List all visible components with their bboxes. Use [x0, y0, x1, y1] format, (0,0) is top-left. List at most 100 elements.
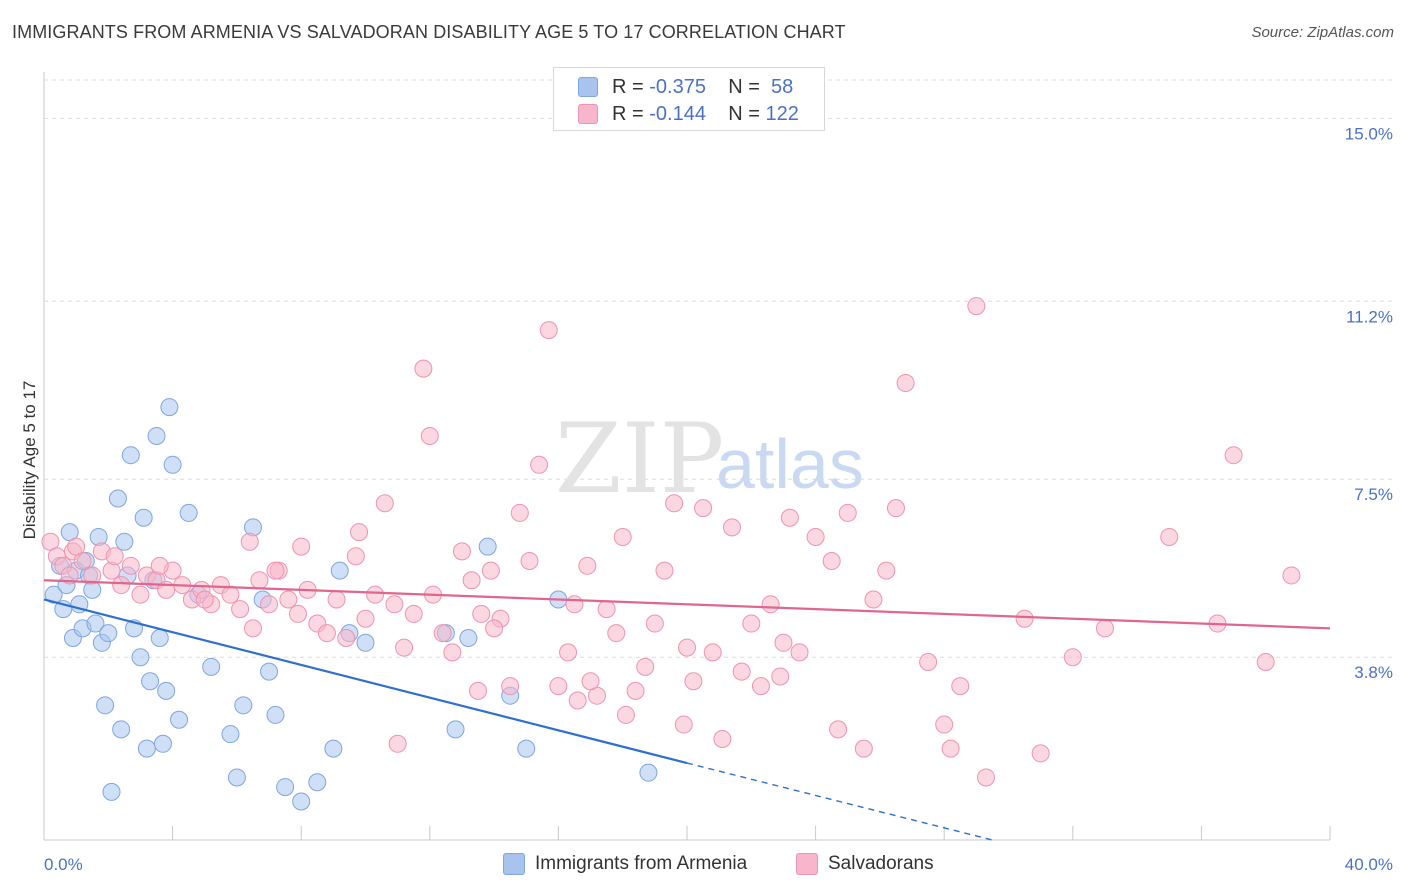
- point-salvadoran: [366, 585, 385, 604]
- legend-item-salvadoran: Salvadorans: [796, 852, 934, 876]
- point-salvadoran: [613, 527, 632, 546]
- point-armenia: [112, 720, 131, 739]
- point-salvadoran: [732, 662, 751, 681]
- chart-source: Source: ZipAtlas.com: [1251, 24, 1394, 41]
- point-salvadoran: [976, 768, 995, 787]
- point-salvadoran: [694, 499, 713, 518]
- x-tick-label-max: 40.0%: [1345, 855, 1393, 874]
- legend-swatch-armenia: [578, 77, 598, 97]
- point-armenia: [160, 398, 179, 417]
- legend-n-value: 122: [765, 102, 799, 125]
- y-tick-label: 15.0%: [1345, 124, 1393, 143]
- chart-title: IMMIGRANTS FROM ARMENIA VS SALVADORAN DI…: [12, 22, 846, 42]
- point-armenia: [324, 739, 343, 758]
- point-salvadoran: [886, 499, 905, 518]
- watermark-atlas: atlas: [716, 425, 864, 503]
- point-salvadoran: [317, 624, 336, 643]
- trendline-armenia-extension: [686, 762, 993, 841]
- point-salvadoran: [221, 585, 240, 604]
- legend-r-value: -0.144: [649, 102, 706, 125]
- point-salvadoran: [231, 600, 250, 619]
- point-salvadoran: [356, 609, 375, 628]
- point-armenia: [137, 739, 156, 758]
- point-salvadoran: [1063, 648, 1082, 667]
- point-salvadoran: [530, 455, 549, 474]
- point-armenia: [115, 532, 134, 551]
- trendline-salvadoran: [43, 579, 1331, 630]
- point-salvadoran: [195, 590, 214, 609]
- point-salvadoran: [559, 643, 578, 662]
- point-salvadoran: [568, 691, 587, 710]
- point-salvadoran: [243, 619, 262, 638]
- point-salvadoran: [1282, 566, 1301, 585]
- point-salvadoran: [121, 556, 140, 575]
- legend-label-armenia: Immigrants from Armenia: [535, 853, 748, 874]
- point-salvadoran: [864, 590, 883, 609]
- point-salvadoran: [131, 585, 150, 604]
- point-salvadoran: [935, 715, 954, 734]
- point-armenia: [150, 628, 169, 647]
- point-armenia: [308, 773, 327, 792]
- point-salvadoran: [443, 643, 462, 662]
- point-salvadoran: [469, 681, 488, 700]
- legend-n-label: N =: [728, 102, 760, 125]
- point-salvadoran: [266, 561, 285, 580]
- point-salvadoran: [327, 590, 346, 609]
- point-salvadoran: [472, 604, 491, 623]
- point-salvadoran: [877, 561, 896, 580]
- point-salvadoran: [674, 715, 693, 734]
- y-tick-label: 3.8%: [1354, 663, 1393, 682]
- point-salvadoran: [501, 677, 520, 696]
- point-armenia: [202, 657, 221, 676]
- point-salvadoran: [581, 672, 600, 691]
- legend-label-salvadoran: Salvadorans: [828, 853, 934, 874]
- legend-n-label: N =: [728, 75, 760, 98]
- point-salvadoran: [250, 571, 269, 590]
- point-salvadoran: [1031, 744, 1050, 763]
- point-salvadoran: [1015, 609, 1034, 628]
- point-armenia: [446, 720, 465, 739]
- point-salvadoran: [822, 552, 841, 571]
- point-salvadoran: [520, 552, 539, 571]
- x-tick-label-min: 0.0%: [44, 855, 83, 874]
- point-salvadoran: [1256, 653, 1275, 672]
- point-armenia: [260, 662, 279, 681]
- legend-r-value: -0.375: [649, 75, 706, 98]
- point-salvadoran: [578, 556, 597, 575]
- point-salvadoran: [240, 532, 259, 551]
- point-salvadoran: [346, 547, 365, 566]
- point-salvadoran: [597, 600, 616, 619]
- y-tick-label: 7.5%: [1354, 485, 1393, 504]
- point-salvadoran: [703, 643, 722, 662]
- point-armenia: [121, 446, 140, 465]
- point-armenia: [266, 705, 285, 724]
- point-armenia: [221, 725, 240, 744]
- point-salvadoran: [112, 576, 131, 595]
- point-salvadoran: [951, 677, 970, 696]
- point-salvadoran: [337, 628, 356, 647]
- legend-row-salvadoran: R = -0.144 N = 122: [554, 101, 824, 127]
- point-salvadoran: [279, 590, 298, 609]
- point-armenia: [147, 426, 166, 445]
- point-salvadoran: [713, 729, 732, 748]
- point-armenia: [86, 614, 105, 633]
- point-salvadoran: [678, 638, 696, 657]
- legend-item-armenia: Immigrants from Armenia: [503, 852, 747, 876]
- point-salvadoran: [723, 518, 742, 537]
- point-armenia: [157, 681, 176, 700]
- point-armenia: [96, 696, 115, 715]
- point-salvadoran: [626, 681, 645, 700]
- point-salvadoran: [761, 595, 780, 614]
- point-salvadoran: [645, 614, 664, 633]
- point-salvadoran: [260, 595, 279, 614]
- watermark-zip: ZIP: [555, 403, 724, 515]
- point-salvadoran: [941, 739, 960, 758]
- point-salvadoran: [751, 677, 770, 696]
- point-armenia: [108, 489, 127, 508]
- legend-r-label: R =: [612, 102, 644, 125]
- point-salvadoran: [414, 359, 433, 378]
- correlation-legend: R = -0.375 N = 58 R = -0.144 N = 122: [553, 67, 825, 131]
- point-salvadoran: [433, 624, 452, 643]
- point-salvadoran: [896, 374, 915, 393]
- point-armenia: [153, 734, 172, 753]
